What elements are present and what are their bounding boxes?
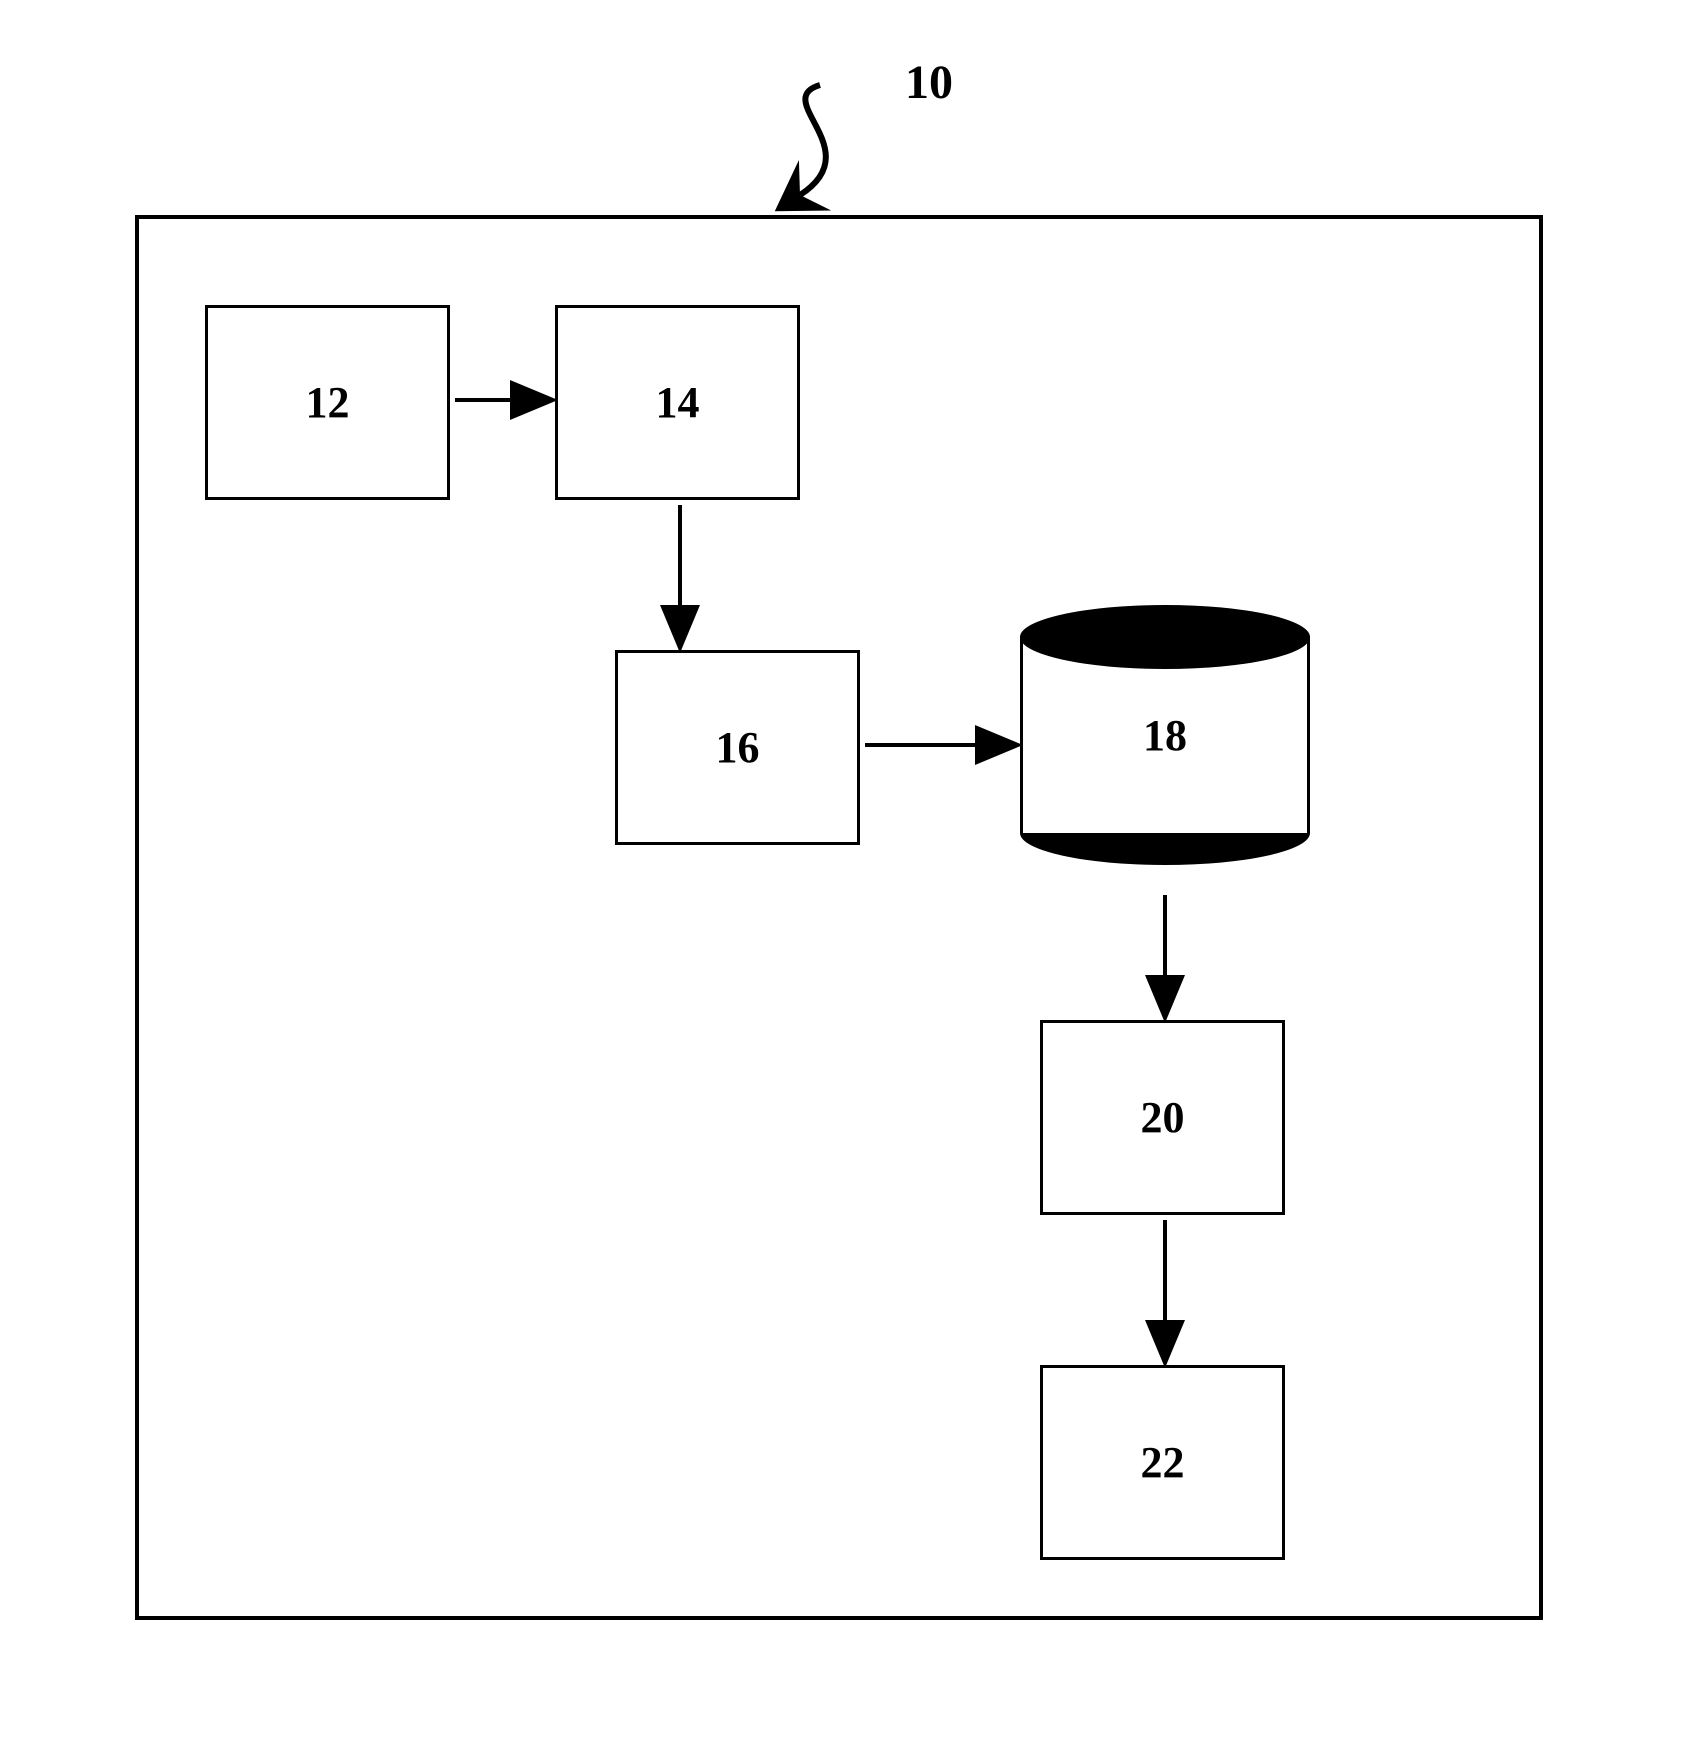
node-22: 22	[1040, 1365, 1285, 1560]
node-16: 16	[615, 650, 860, 845]
node-18-label: 18	[1143, 710, 1187, 761]
node-12-label: 12	[306, 377, 350, 428]
node-20-label: 20	[1141, 1092, 1185, 1143]
reference-number-label: 10	[905, 55, 953, 110]
node-16-label: 16	[716, 722, 760, 773]
node-14-label: 14	[656, 377, 700, 428]
node-20: 20	[1040, 1020, 1285, 1215]
node-12: 12	[205, 305, 450, 500]
node-14: 14	[555, 305, 800, 500]
node-22-label: 22	[1141, 1437, 1185, 1488]
node-18-cylinder: 18	[1020, 605, 1310, 865]
